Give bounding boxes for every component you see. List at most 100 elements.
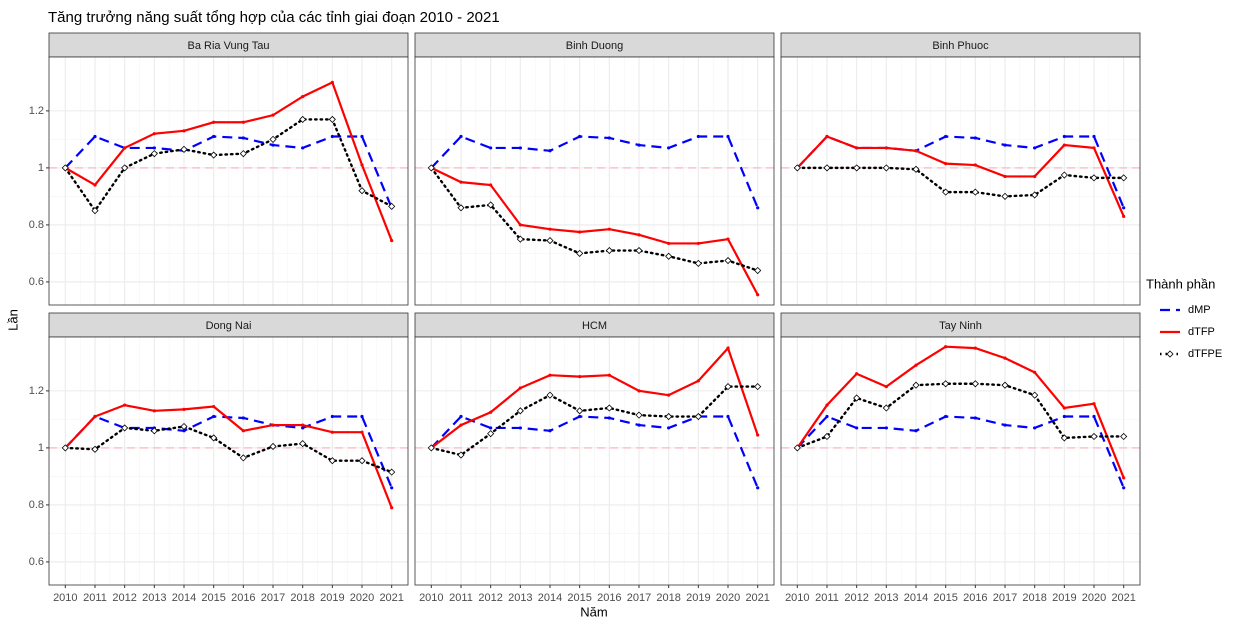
- y-tick-label: 0.8: [29, 219, 44, 231]
- point: [726, 237, 730, 241]
- strip-label: Ba Ria Vung Tau: [188, 40, 270, 52]
- point: [516, 235, 524, 243]
- point: [1062, 414, 1066, 419]
- point: [360, 430, 364, 434]
- point: [459, 180, 463, 184]
- x-tick-label: 2016: [597, 592, 621, 604]
- x-tick-label: 2010: [419, 592, 443, 604]
- point: [360, 414, 364, 419]
- point: [123, 403, 127, 407]
- point: [330, 430, 334, 434]
- series-line: [64, 80, 393, 241]
- point: [239, 454, 247, 462]
- x-tick-label: 2011: [83, 592, 107, 604]
- x-tick-label: 2015: [201, 592, 225, 604]
- point: [61, 444, 69, 452]
- point: [388, 202, 396, 210]
- legend-key-point: [1166, 350, 1174, 358]
- point: [635, 246, 643, 255]
- point: [756, 293, 760, 297]
- point: [182, 407, 186, 412]
- point: [330, 134, 334, 139]
- point: [1003, 356, 1007, 360]
- x-tick-label: 2017: [261, 592, 285, 604]
- point: [487, 201, 495, 209]
- point: [694, 259, 702, 267]
- y-axis-title: Lần: [5, 309, 20, 331]
- point: [1033, 370, 1037, 374]
- strip-label: Dong Nai: [206, 320, 252, 332]
- point: [390, 238, 394, 243]
- strip: [48, 312, 409, 338]
- point: [1033, 426, 1037, 430]
- point: [637, 389, 641, 393]
- point: [152, 132, 156, 136]
- point: [665, 412, 673, 421]
- x-tick-label: 2014: [538, 592, 562, 604]
- point: [882, 404, 890, 412]
- point: [726, 346, 730, 350]
- point: [724, 256, 732, 265]
- point: [855, 426, 859, 430]
- point: [823, 164, 831, 172]
- point: [150, 427, 158, 435]
- point: [427, 164, 435, 172]
- point: [459, 423, 463, 427]
- point: [578, 230, 582, 234]
- point: [944, 414, 948, 419]
- x-tick-label: 2016: [963, 592, 987, 604]
- point: [884, 385, 888, 389]
- point: [459, 134, 463, 139]
- point: [914, 363, 918, 367]
- point: [182, 429, 186, 433]
- point: [973, 416, 977, 420]
- point: [546, 237, 554, 245]
- point: [388, 468, 396, 476]
- strip-label: Tay Ninh: [939, 320, 982, 332]
- point: [152, 409, 156, 413]
- point: [884, 146, 888, 150]
- point: [576, 407, 584, 415]
- point: [301, 95, 305, 99]
- point: [667, 426, 671, 430]
- point: [882, 164, 890, 172]
- point: [390, 486, 394, 490]
- point: [756, 433, 760, 437]
- point: [696, 134, 700, 139]
- point: [1060, 434, 1068, 442]
- point: [1031, 391, 1039, 399]
- point: [180, 422, 188, 431]
- x-tick-label: 2014: [172, 592, 196, 604]
- panel-border: [414, 336, 775, 586]
- point: [793, 444, 801, 452]
- point: [1122, 486, 1126, 490]
- series-line: [430, 385, 759, 457]
- series-line: [64, 135, 393, 209]
- panel: HCM 2010 2011 2012 2013 2014 2015 2016 2017 2018 2…: [414, 312, 775, 604]
- series-line: [64, 415, 393, 489]
- panel-border: [780, 56, 1141, 306]
- point: [1001, 381, 1009, 389]
- x-tick-label: 2015: [567, 592, 591, 604]
- point: [1092, 414, 1096, 419]
- point: [667, 393, 671, 397]
- x-tick-label: 2012: [844, 592, 868, 604]
- point: [942, 380, 950, 388]
- point: [1090, 432, 1098, 441]
- y-tick-label: 0.6: [29, 276, 44, 288]
- point: [1092, 146, 1096, 150]
- point: [607, 416, 611, 420]
- point: [548, 227, 552, 231]
- point: [667, 241, 671, 246]
- point: [330, 414, 334, 419]
- x-tick-label: 2013: [874, 592, 898, 604]
- point: [973, 346, 977, 350]
- point: [360, 134, 364, 139]
- legend-title: Thành phần: [1146, 276, 1215, 291]
- point: [884, 426, 888, 430]
- point: [605, 246, 613, 255]
- point: [855, 146, 859, 150]
- point: [607, 136, 611, 140]
- point: [853, 164, 861, 172]
- point: [942, 188, 950, 196]
